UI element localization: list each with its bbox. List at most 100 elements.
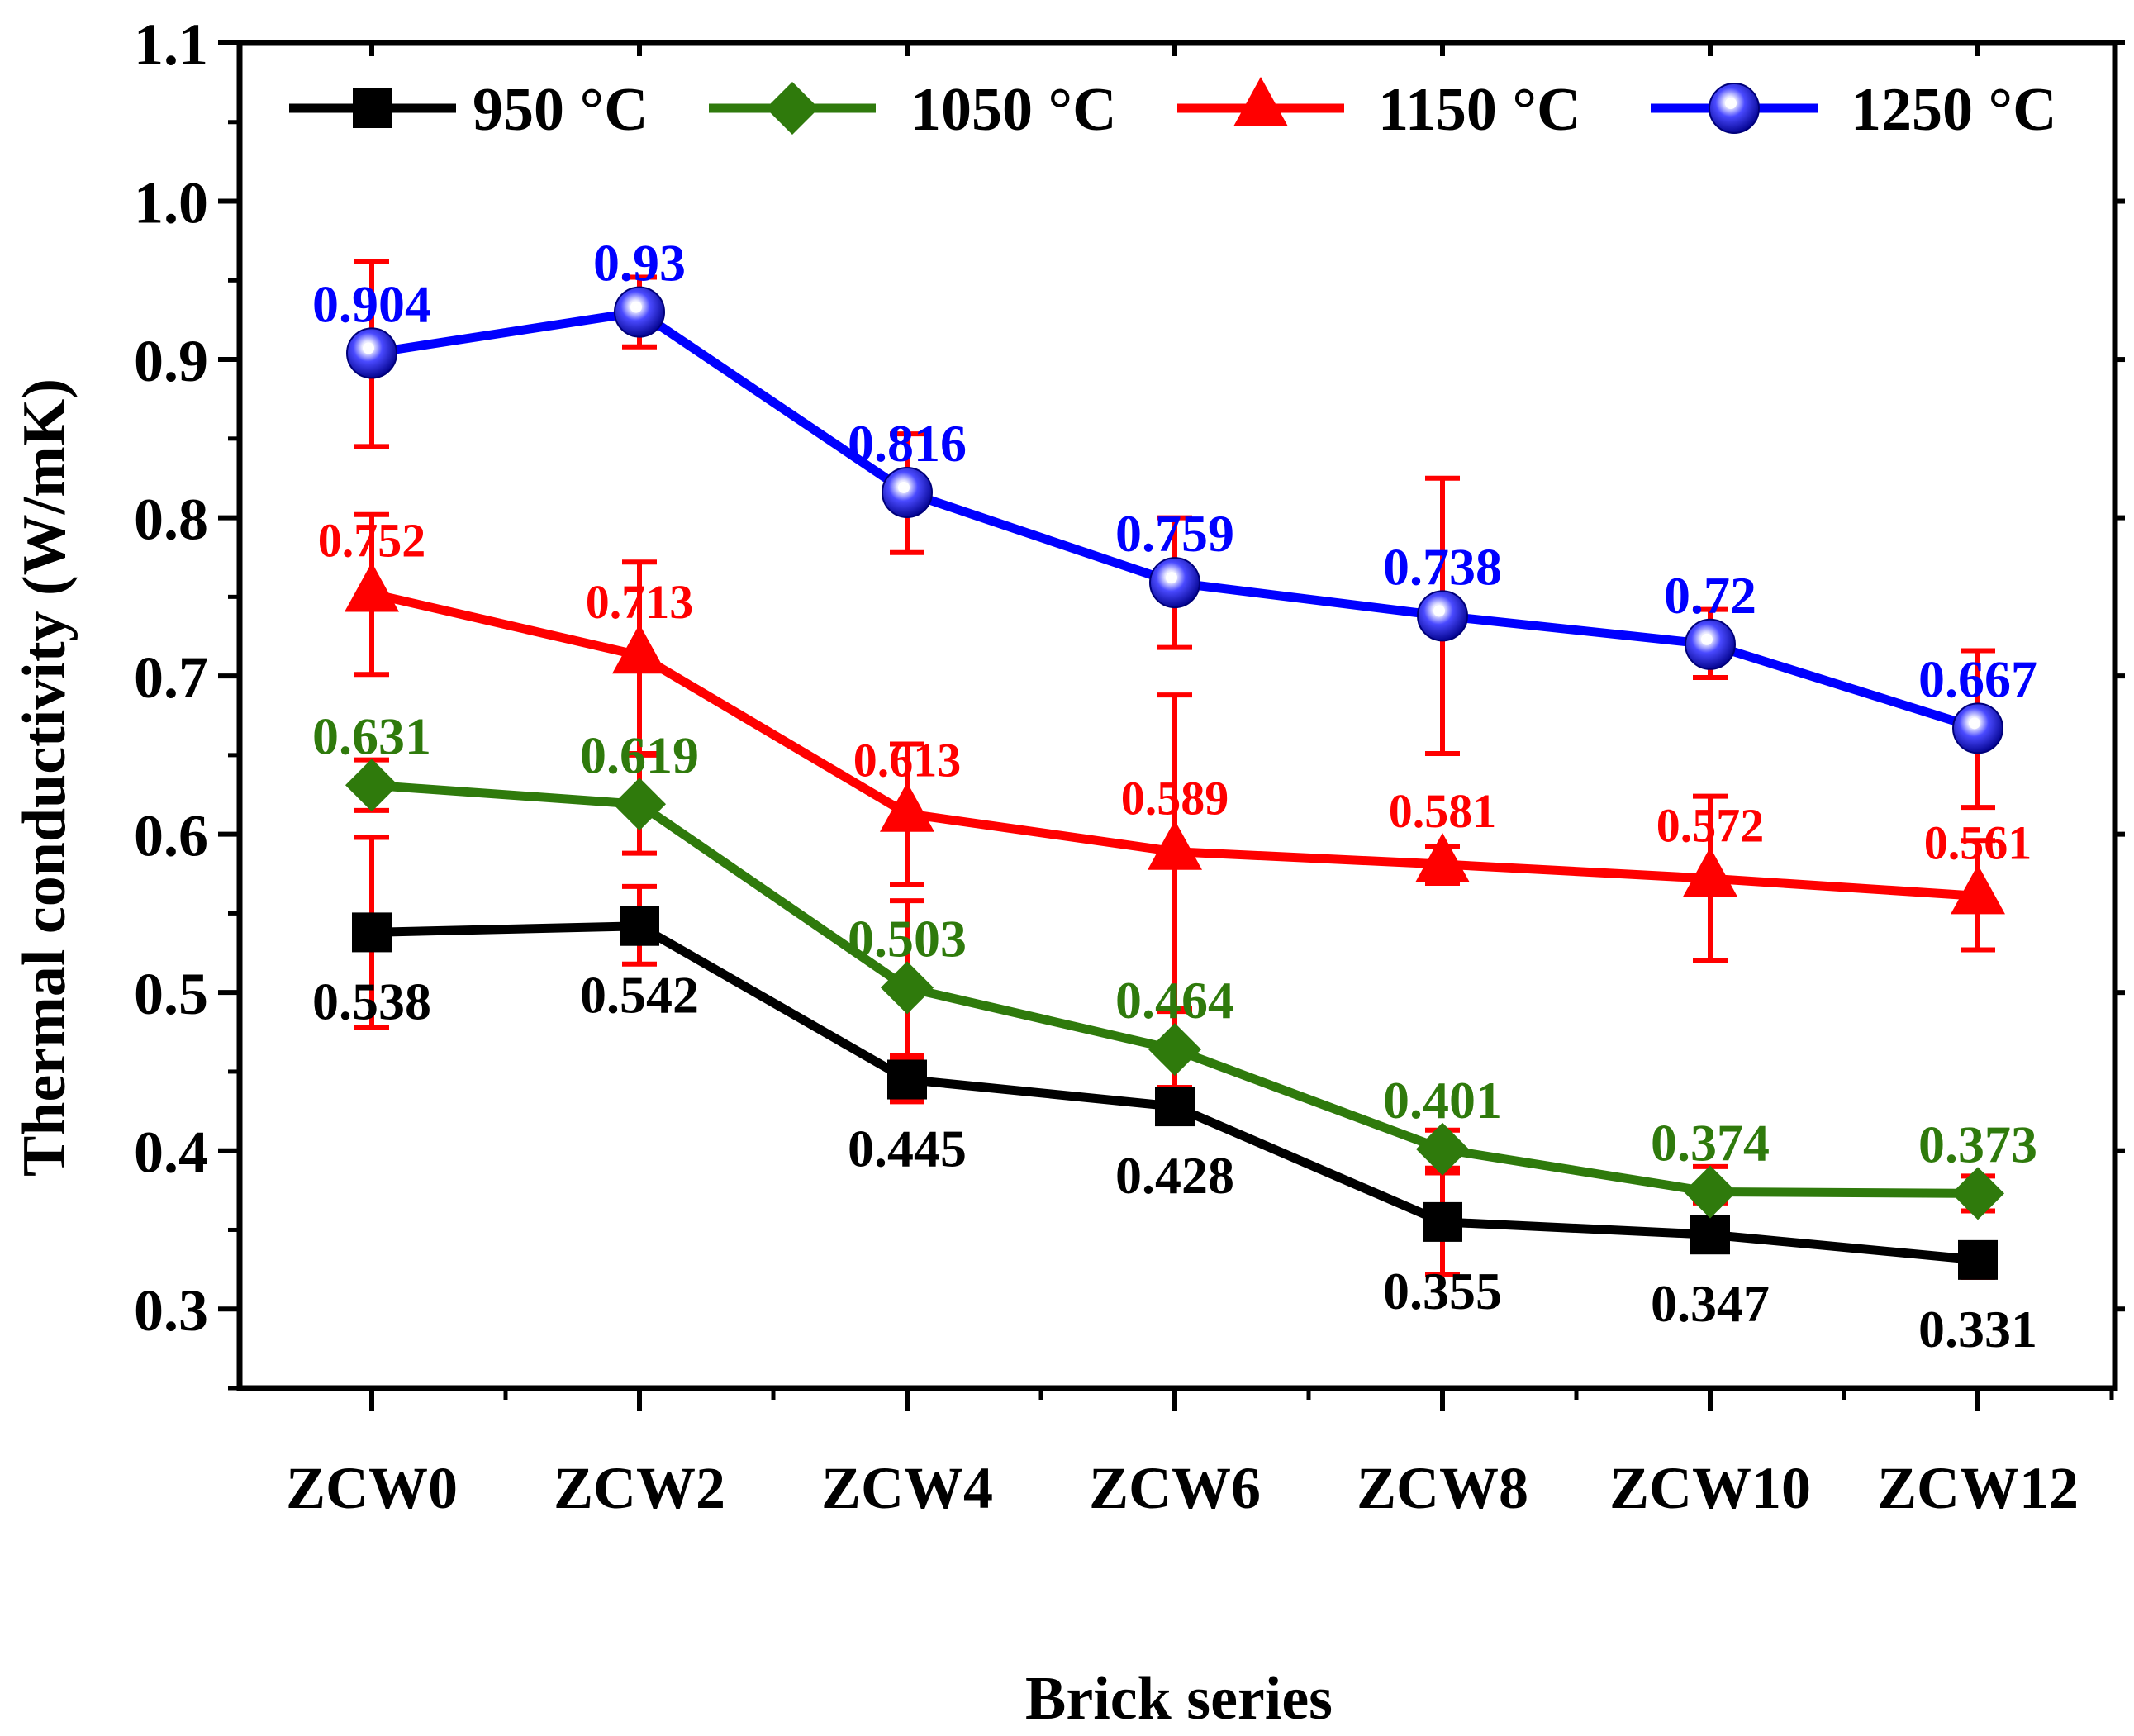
point-sphere [1685, 618, 1736, 670]
legend-item: 1150 °C [1177, 76, 1580, 144]
data-label: 0.667 [1918, 649, 2037, 708]
point-square [1690, 1215, 1730, 1255]
legend-label: 1150 °C [1378, 76, 1580, 144]
data-label: 0.401 [1383, 1071, 1502, 1130]
sphere-body [1685, 618, 1736, 670]
sphere-highlight [1969, 717, 1980, 730]
x-axis-title: Brick series [1025, 1665, 1333, 1733]
y-axis-title: Thermal conductivity (W/mK) [11, 378, 78, 1177]
sphere-highlight [1725, 98, 1737, 109]
y-tick-label: 1.1 [134, 12, 208, 78]
data-label: 0.331 [1918, 1300, 2037, 1358]
x-tick-label: ZCW2 [554, 1455, 725, 1521]
point-triangle [1148, 820, 1202, 870]
point-diamond [1148, 1023, 1201, 1077]
point-triangle [1415, 833, 1470, 883]
point-diamond [613, 778, 666, 831]
legend-label: 1050 °C [910, 76, 1117, 144]
point-diamond [1951, 1167, 2004, 1220]
sphere-highlight [898, 481, 910, 493]
point-sphere [346, 327, 397, 379]
y-tick-label: 0.5 [134, 961, 208, 1027]
point-triangle [880, 782, 934, 832]
sphere-body [346, 327, 397, 379]
point-square [352, 912, 392, 953]
point-sphere [882, 466, 933, 518]
point-diamond [345, 759, 398, 812]
point-square [887, 1059, 927, 1100]
sphere-body [1709, 83, 1760, 134]
point-sphere [614, 286, 665, 338]
x-tick-label: ZCW8 [1357, 1455, 1528, 1521]
x-tick-label: ZCW6 [1089, 1455, 1261, 1521]
data-label: 0.355 [1383, 1262, 1502, 1320]
y-tick-label: 0.7 [134, 644, 208, 711]
data-label: 0.619 [580, 725, 699, 784]
point-diamond [1684, 1165, 1737, 1219]
data-label: 0.589 [1121, 772, 1229, 825]
point-triangle [1683, 847, 1737, 897]
point-sphere [1417, 590, 1468, 642]
sphere-body [1952, 702, 2003, 754]
x-tick-label: ZCW4 [821, 1455, 993, 1521]
data-label: 0.72 [1664, 566, 1756, 625]
sphere-body [1149, 557, 1200, 609]
sphere-highlight [630, 301, 642, 313]
point-sphere [1149, 557, 1200, 609]
data-label: 0.713 [586, 575, 694, 629]
x-tick-label: ZCW0 [286, 1455, 458, 1521]
legend-item: 1050 °C [709, 76, 1117, 144]
point-diamond [881, 961, 934, 1015]
legend-marker [1709, 83, 1760, 134]
sphere-highlight [363, 342, 374, 354]
legend-item: 950 °C [289, 76, 649, 144]
data-label: 0.613 [853, 734, 962, 787]
data-label: 0.752 [318, 514, 426, 568]
data-label: 0.538 [312, 972, 431, 1030]
data-label: 0.738 [1383, 537, 1502, 596]
y-tick-label: 0.8 [134, 487, 208, 553]
x-tick-label: ZCW10 [1609, 1455, 1811, 1521]
data-label: 0.428 [1115, 1146, 1234, 1205]
point-sphere [1952, 702, 2003, 754]
legend-marker [353, 88, 392, 128]
y-tick-label: 0.3 [134, 1277, 208, 1344]
sphere-highlight [1166, 572, 1177, 584]
sphere-highlight [1433, 605, 1445, 617]
data-label: 0.445 [848, 1120, 967, 1178]
data-label: 0.464 [1115, 971, 1234, 1030]
point-square [1958, 1239, 1998, 1280]
sphere-body [1417, 590, 1468, 642]
point-square [1155, 1087, 1195, 1127]
sphere-body [614, 286, 665, 338]
sphere-body [882, 466, 933, 518]
data-label: 0.561 [1924, 816, 2032, 869]
data-label: 0.759 [1115, 504, 1234, 563]
data-label: 0.572 [1656, 798, 1765, 852]
legend-marker [1233, 77, 1288, 126]
legend-marker [766, 82, 819, 135]
data-label: 0.93 [593, 234, 686, 293]
y-tick-label: 0.6 [134, 803, 208, 869]
point-triangle [612, 624, 667, 674]
data-label: 0.631 [312, 706, 431, 765]
data-label: 0.373 [1918, 1115, 2037, 1173]
point-triangle [345, 562, 399, 612]
point-diamond [1416, 1122, 1469, 1176]
data-label: 0.347 [1651, 1274, 1770, 1333]
sphere-highlight [1701, 633, 1713, 645]
point-triangle [1951, 864, 2005, 915]
data-label: 0.542 [580, 966, 699, 1025]
y-tick-label: 0.9 [134, 328, 208, 394]
legend-item: 1250 °C [1651, 76, 2057, 144]
legend-label: 1250 °C [1851, 76, 2057, 144]
y-tick-label: 0.4 [134, 1120, 208, 1186]
data-label: 0.503 [848, 909, 967, 968]
data-label: 0.374 [1651, 1114, 1770, 1172]
point-square [620, 906, 659, 946]
y-tick-label: 1.0 [134, 170, 208, 236]
point-square [1423, 1201, 1462, 1242]
data-label: 0.816 [848, 414, 967, 473]
data-label: 0.581 [1389, 784, 1497, 838]
